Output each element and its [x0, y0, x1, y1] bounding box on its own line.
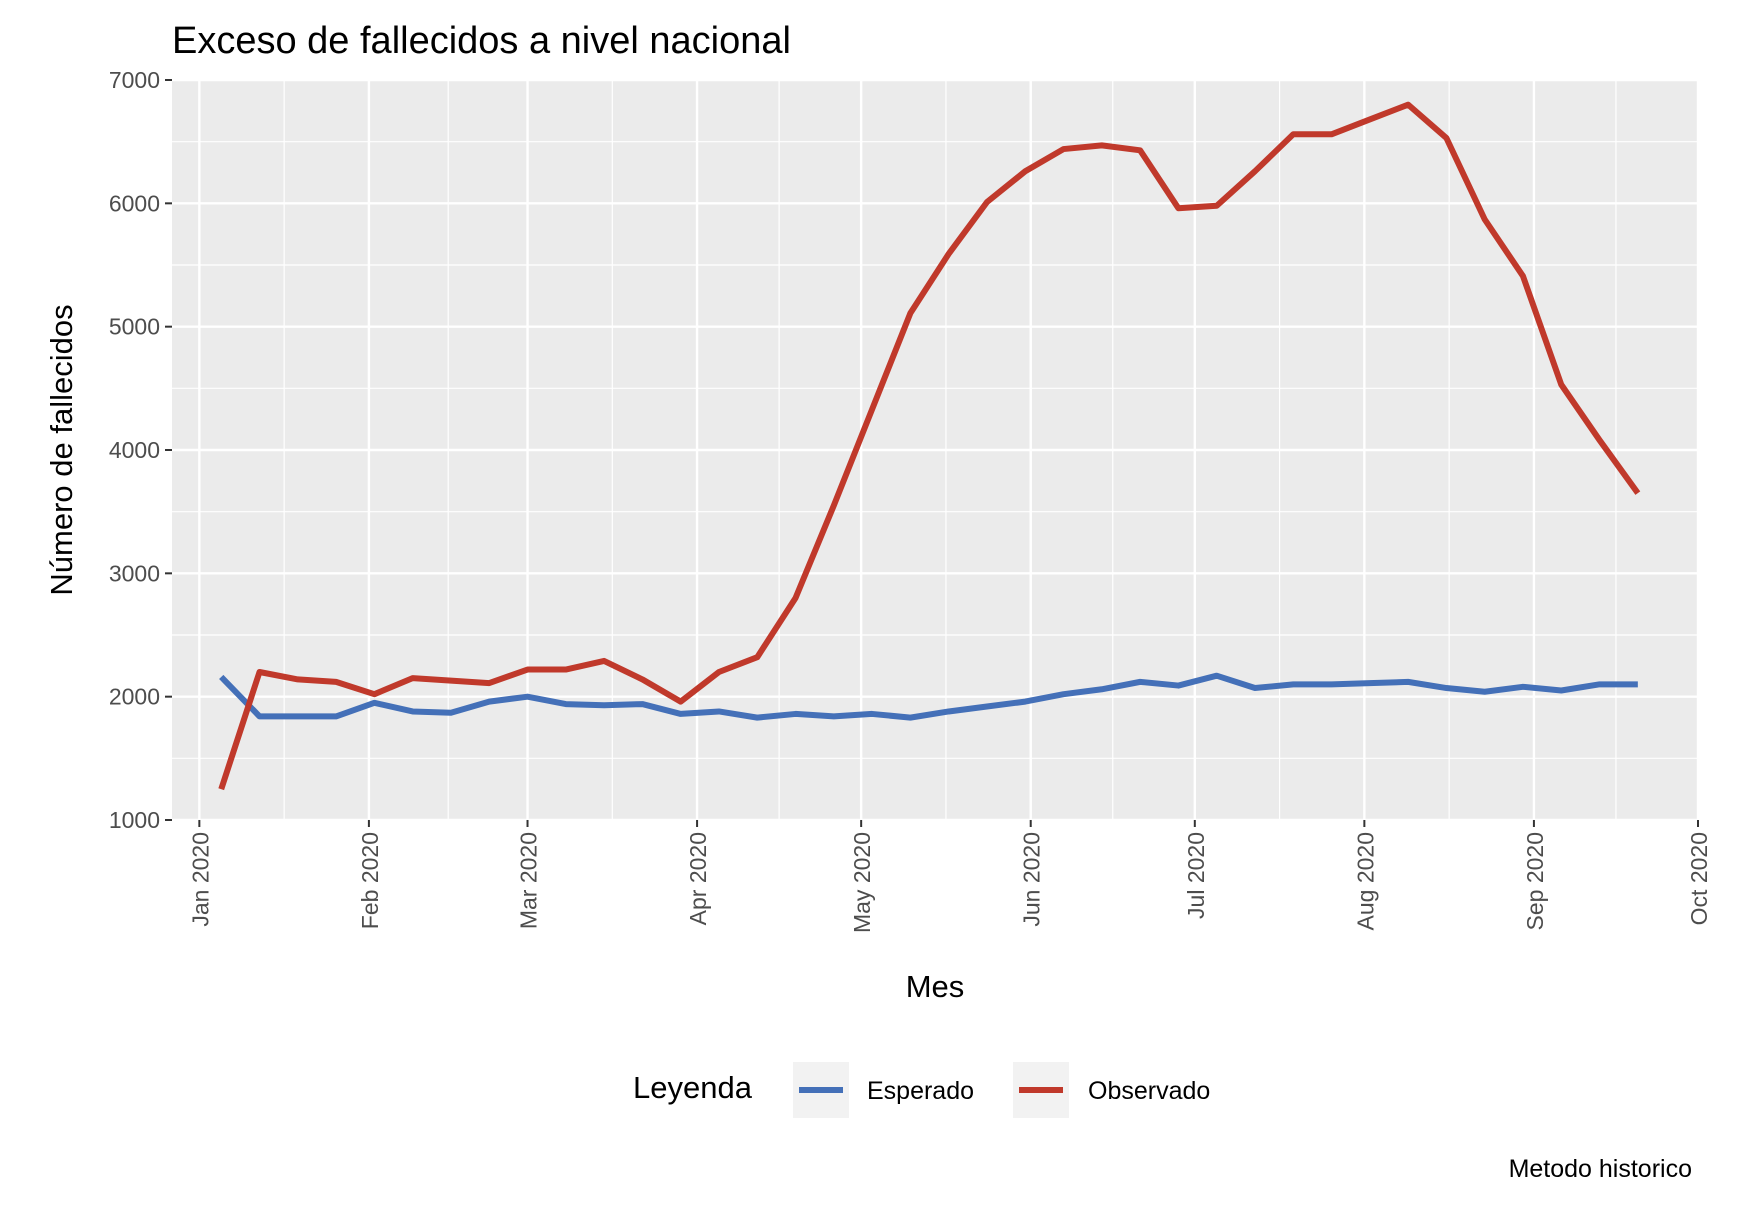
- x-tick-label: Jan 2020: [187, 832, 213, 927]
- x-tick-label: May 2020: [849, 832, 875, 933]
- x-tick-label: Oct 2020: [1686, 832, 1712, 925]
- x-tick-label: Jul 2020: [1183, 832, 1209, 919]
- x-tick-label: Aug 2020: [1352, 832, 1378, 930]
- y-axis-title: Número de fallecidos: [44, 304, 79, 595]
- legend: Leyenda Esperado Observado: [633, 1062, 1210, 1118]
- y-tick-label: 3000: [109, 560, 160, 586]
- legend-title: Leyenda: [633, 1070, 753, 1105]
- y-axis: 1000 2000 3000 4000 5000 6000 7000: [109, 67, 172, 833]
- y-tick-label: 2000: [109, 684, 160, 710]
- legend-label-observado: Observado: [1088, 1077, 1210, 1105]
- x-tick-label: Feb 2020: [357, 832, 383, 929]
- x-tick-label: Sep 2020: [1522, 832, 1548, 930]
- x-tick-label: Apr 2020: [685, 832, 711, 925]
- series-layer: [218, 101, 1641, 791]
- gridlines: [172, 78, 1700, 822]
- y-tick-label: 5000: [109, 314, 160, 340]
- chart-caption: Metodo historico: [1509, 1155, 1692, 1183]
- x-axis-title: Mes: [906, 969, 965, 1004]
- x-axis: Jan 2020 Feb 2020 Mar 2020 Apr 2020 May 2020…: [187, 820, 1712, 933]
- series-line-esperado: [219, 672, 1638, 721]
- y-tick-label: 7000: [109, 67, 160, 93]
- x-tick-label: Jun 2020: [1019, 832, 1045, 927]
- y-tick-label: 6000: [109, 190, 160, 216]
- y-tick-label: 4000: [109, 437, 160, 463]
- series-line-observado: [218, 101, 1641, 791]
- legend-label-esperado: Esperado: [867, 1077, 974, 1105]
- y-tick-label: 1000: [109, 807, 160, 833]
- chart-title: Exceso de fallecidos a nivel nacional: [172, 20, 791, 62]
- x-tick-label: Mar 2020: [516, 832, 542, 929]
